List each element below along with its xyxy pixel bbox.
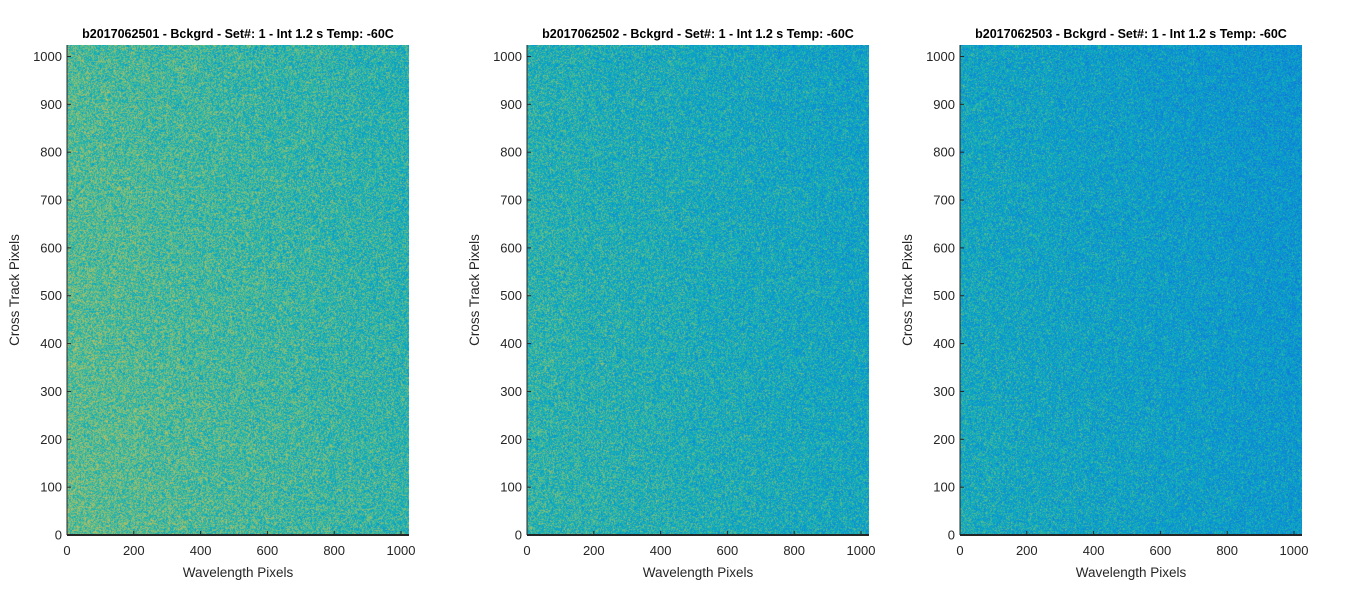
y-axis-label: Cross Track Pixels [467,234,482,346]
x-tick-label: 400 [190,543,212,558]
y-tick-label: 200 [500,432,522,447]
y-tick-label: 700 [933,193,955,208]
x-tick-label: 1000 [1280,543,1309,558]
heatmap-image [67,45,409,535]
heatmap-image [527,45,869,535]
y-tick-label: 500 [40,288,62,303]
y-tick-label: 600 [40,240,62,255]
x-tick-label: 800 [783,543,805,558]
x-tick-label: 800 [323,543,345,558]
y-axis-label: Cross Track Pixels [900,234,915,346]
x-axis-label: Wavelength Pixels [1076,565,1187,580]
y-tick-label: 200 [40,432,62,447]
y-tick-label: 600 [500,240,522,255]
y-tick-label: 400 [500,336,522,351]
x-tick-label: 1000 [387,543,416,558]
y-tick-label: 1000 [493,49,522,64]
y-tick-label: 300 [40,384,62,399]
y-tick-label: 300 [500,384,522,399]
y-tick-label: 800 [933,145,955,160]
x-tick-label: 0 [63,543,70,558]
x-tick-label: 200 [583,543,605,558]
y-axis-label: Cross Track Pixels [7,234,22,346]
y-tick-label: 0 [515,528,522,543]
y-tick-label: 300 [933,384,955,399]
x-tick-label: 200 [123,543,145,558]
x-tick-label: 1000 [847,543,876,558]
chart-title: b2017062503 - Bckgrd - Set#: 1 - Int 1.2… [975,27,1287,41]
y-tick-label: 900 [500,97,522,112]
x-tick-label: 200 [1016,543,1038,558]
y-tick-label: 600 [933,240,955,255]
y-tick-label: 700 [500,193,522,208]
chart-title: b2017062502 - Bckgrd - Set#: 1 - Int 1.2… [542,27,854,41]
y-tick-label: 700 [40,193,62,208]
heatmap-image [960,45,1302,535]
y-tick-label: 100 [933,480,955,495]
heatmap-panel-2: 0 100 200 300 400 500 600 700 800 900 1000 0 200 400 6… [467,27,875,580]
y-tick-label: 1000 [33,49,62,64]
x-tick-label: 400 [1083,543,1105,558]
x-axis-label: Wavelength Pixels [183,565,294,580]
x-tick-label: 0 [523,543,530,558]
heatmap-panel-3: 0 100 200 300 400 500 600 700 800 900 1000 0 200 400 6… [900,27,1308,580]
y-tick-label: 100 [500,480,522,495]
y-tick-label: 100 [40,480,62,495]
y-tick-label: 800 [500,145,522,160]
x-tick-label: 600 [1150,543,1172,558]
y-tick-label: 1000 [926,49,955,64]
x-tick-label: 600 [257,543,279,558]
y-tick-label: 500 [500,288,522,303]
x-tick-label: 800 [1216,543,1238,558]
y-tick-label: 0 [55,528,62,543]
y-tick-label: 0 [948,528,955,543]
y-tick-label: 400 [40,336,62,351]
x-tick-label: 600 [717,543,739,558]
x-tick-label: 400 [650,543,672,558]
x-tick-label: 0 [956,543,963,558]
x-axis-label: Wavelength Pixels [643,565,754,580]
heatmap-panel-1: 0 100 200 300 400 500 600 700 800 900 1000 0 200 400 6… [7,27,415,580]
chart-title: b2017062501 - Bckgrd - Set#: 1 - Int 1.2… [82,27,394,41]
y-tick-label: 400 [933,336,955,351]
y-tick-label: 900 [40,97,62,112]
y-tick-label: 900 [933,97,955,112]
y-tick-label: 200 [933,432,955,447]
y-tick-label: 800 [40,145,62,160]
y-tick-label: 500 [933,288,955,303]
